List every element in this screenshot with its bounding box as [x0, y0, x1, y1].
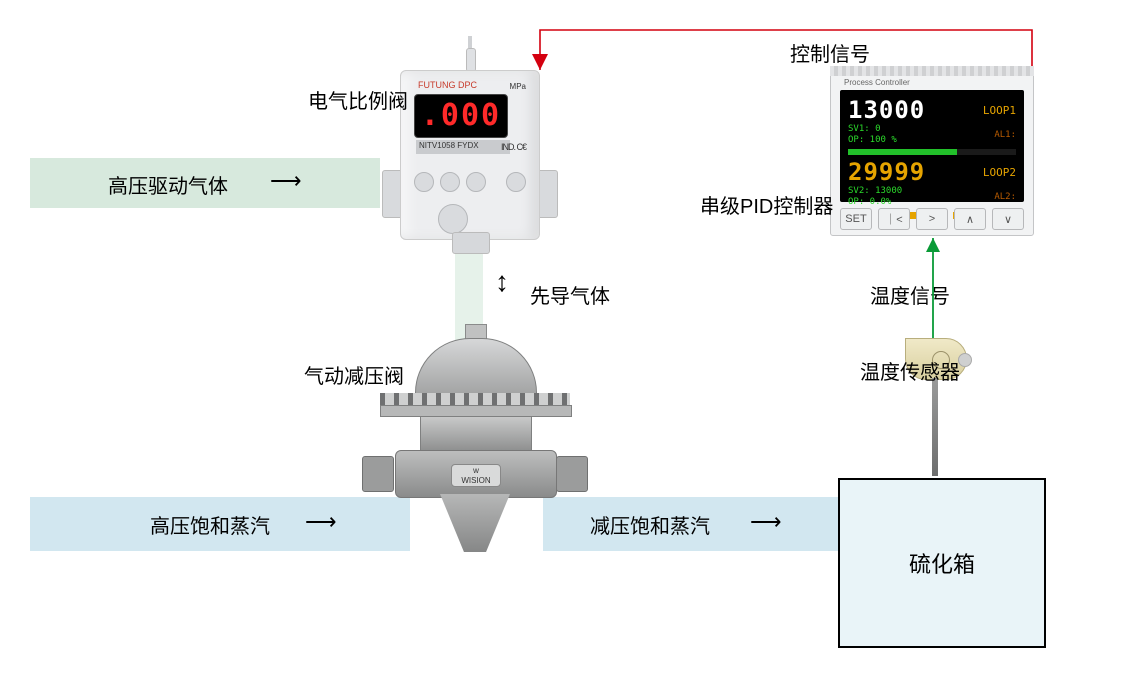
- propvalve-button: [466, 172, 486, 192]
- pid-title: Process Controller: [844, 78, 910, 87]
- propvalve-unit: MPa: [510, 82, 526, 91]
- label-electric-proportional-valve: 电气比例阀: [308, 85, 408, 114]
- pid-loop2-pv: 29999: [848, 158, 925, 186]
- reducing-valve-badge: wWISION: [451, 464, 501, 487]
- proportional-valve: FUTUNG DPC MPa .000 NITV1058 FYDX IND. C…: [400, 70, 540, 240]
- pid-screen: 13000 LOOP1 SV1: 0OP: 100 % AL1: 29999 L…: [840, 90, 1024, 202]
- label-cascade-pid-controller: 串级PID控制器: [700, 190, 833, 219]
- vulcanization-box: 硫化箱: [838, 478, 1046, 648]
- pid-button: ∨: [992, 208, 1024, 230]
- vulcanization-box-label: 硫化箱: [909, 547, 975, 579]
- label-pneumatic-reducing-valve: 气动减压阀: [304, 360, 404, 389]
- propvalve-button: [440, 172, 460, 192]
- propvalve-bottom-port: [452, 232, 490, 254]
- pid-controller: Process Controller 13000 LOOP1 SV1: 0OP:…: [830, 66, 1034, 236]
- propvalve-model: NITV1058 FYDX: [416, 140, 510, 154]
- arrow-right-icon: ⟶: [305, 511, 337, 533]
- reducing-valve-outlet: [556, 456, 588, 492]
- propvalve-button: [506, 172, 526, 192]
- label-high-pressure-saturated-steam: 高压饱和蒸汽: [150, 510, 270, 539]
- pid-loop1-tag: LOOP1: [983, 104, 1016, 117]
- propvalve-brand: FUTUNG DPC: [418, 80, 477, 90]
- pid-button-row: SET ｜< > ∧ ∨: [840, 208, 1024, 230]
- label-high-pressure-drive-gas: 高压驱动气体: [108, 170, 228, 199]
- label-temperature-sensor: 温度传感器: [860, 356, 960, 385]
- pid-button: >: [916, 208, 948, 230]
- pid-button: ∧: [954, 208, 986, 230]
- label-temperature-signal: 温度信号: [870, 280, 950, 309]
- arrow-right-icon: ⟶: [270, 170, 302, 192]
- pneumatic-reducing-valve: wWISION: [380, 338, 570, 554]
- arrow-right-icon: ⟶: [750, 511, 782, 533]
- reducing-valve-inlet: [362, 456, 394, 492]
- pid-loop2-tag: LOOP2: [983, 166, 1016, 179]
- propvalve-button: [414, 172, 434, 192]
- propvalve-ce-mark: IND. C€: [501, 142, 526, 152]
- propvalve-display: .000: [414, 94, 508, 138]
- propvalve-port: [438, 204, 468, 234]
- pid-bar: [848, 149, 1016, 155]
- arrow-updown-icon: ↕: [495, 268, 509, 296]
- label-reduced-pressure-saturated-steam: 减压饱和蒸汽: [590, 510, 710, 539]
- label-pilot-gas: 先导气体: [530, 280, 610, 309]
- pid-button: ｜<: [878, 208, 910, 230]
- diagram-root: { "labels": { "propValve": "电气比例阀", "hpD…: [0, 0, 1135, 673]
- pid-loop1-pv: 13000: [848, 96, 925, 124]
- pid-button: SET: [840, 208, 872, 230]
- label-control-signal: 控制信号: [790, 38, 870, 67]
